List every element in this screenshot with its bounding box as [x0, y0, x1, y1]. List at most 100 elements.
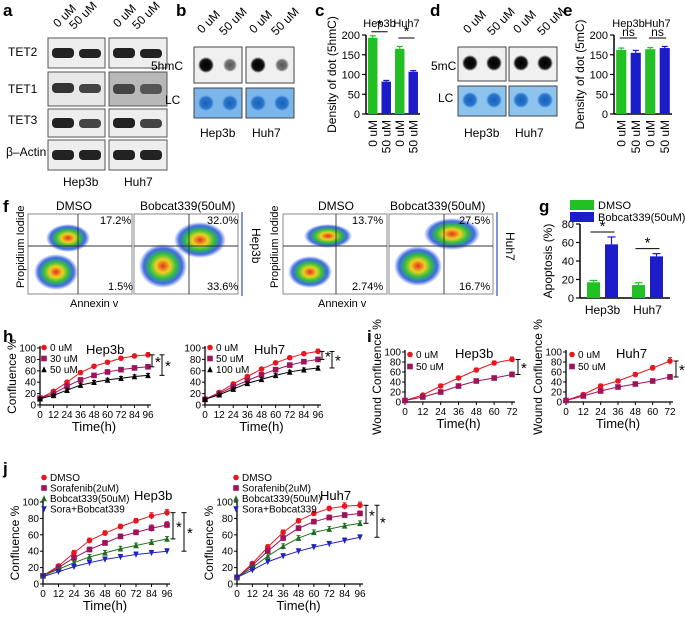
x-tick-label: 60	[270, 410, 282, 421]
data-point	[91, 372, 97, 379]
y-tick-label: 50	[596, 89, 608, 101]
data-point	[131, 373, 138, 380]
y-tick-label: 150	[342, 50, 360, 62]
panel-letter-c: c	[315, 1, 324, 20]
chart-title: Huh7	[254, 342, 285, 357]
x-tick-label: 84	[298, 410, 310, 421]
data-point	[41, 355, 47, 362]
a-row-label-tet2: TET2	[8, 45, 38, 59]
data-point	[64, 383, 70, 389]
data-point	[326, 541, 333, 548]
bar	[381, 81, 391, 114]
data-point	[102, 549, 108, 556]
panel-letter-h: h	[3, 327, 13, 346]
data-point	[102, 540, 108, 546]
legend-label: Bobcat339(50uM)	[242, 494, 322, 505]
y-tick-label: 20	[28, 563, 40, 574]
data-point	[118, 355, 124, 362]
significance-mark: *	[165, 358, 171, 375]
x-tick-label: 60	[489, 407, 501, 418]
significance-mark: *	[187, 525, 193, 542]
panel-letter-a: a	[3, 1, 13, 20]
group-label: Huh7	[644, 18, 670, 30]
data-point	[86, 559, 93, 566]
y-axis-label: Confluence %	[8, 505, 22, 580]
bar	[632, 285, 645, 298]
x-axis-label: Time(h)	[72, 419, 116, 434]
data-point	[597, 388, 604, 394]
x-tick-label: 12	[417, 407, 429, 418]
data-point	[104, 359, 111, 366]
y-tick-label: 80	[190, 355, 202, 366]
panel-letter-j: j	[2, 459, 8, 478]
x-tick-label: 48	[471, 407, 483, 418]
blot-bands	[52, 48, 162, 160]
group-label: Hep3b	[363, 18, 395, 30]
group-label: Huh7	[393, 18, 419, 30]
chart-title: Huh7	[320, 488, 351, 503]
data-point	[357, 534, 363, 541]
data-point	[286, 368, 293, 375]
significance-mark: *	[380, 514, 386, 531]
legend-label: 100 uM	[216, 365, 249, 376]
data-point	[311, 529, 317, 536]
significance-mark: *	[176, 519, 182, 536]
data-point	[41, 495, 47, 502]
f-pct: 27.5%	[459, 215, 490, 227]
legend-label: 50 uM	[216, 354, 244, 365]
significance-mark: ns	[651, 25, 664, 39]
data-point	[145, 372, 151, 379]
data-point	[117, 545, 124, 552]
panel-a-western-blot: 0 uM 50 uM 0 uM 50 uM TET2 TET1 TET3 β–A…	[6, 0, 168, 189]
x-tick-label: 48	[293, 589, 305, 600]
x-tick-label: 50 uM	[406, 120, 420, 153]
data-point	[71, 559, 77, 566]
y-axis-label: Density of dot (5mC)	[573, 19, 587, 129]
data-point	[258, 371, 265, 378]
data-point	[272, 366, 279, 373]
bar	[605, 244, 618, 298]
x-tick-label: 84	[146, 589, 158, 600]
significance-mark: ns	[622, 25, 635, 39]
data-point	[41, 366, 47, 373]
f-xlabel-right: Annexin v	[318, 298, 367, 310]
data-point	[473, 367, 480, 373]
data-point	[311, 510, 317, 517]
data-point	[615, 378, 621, 384]
x-tick-label: 36	[453, 407, 465, 418]
data-point	[64, 386, 70, 393]
d-cell-label-huh7: Huh7	[515, 126, 544, 140]
x-tick-label: 96	[142, 410, 154, 421]
y-tick-label: 100	[216, 498, 233, 509]
data-point	[37, 395, 43, 402]
data-point	[216, 391, 222, 398]
x-tick-label: 0	[202, 410, 208, 421]
y-tick-label: 20	[222, 563, 234, 574]
x-tick-label: 48	[630, 407, 642, 418]
y-tick-label: 80	[25, 355, 37, 366]
data-point	[286, 362, 293, 368]
data-point	[667, 374, 673, 380]
data-point	[473, 378, 480, 384]
data-point	[649, 365, 656, 371]
data-point	[77, 381, 84, 388]
f-ylabel-right: Propidium Iodide	[269, 205, 281, 288]
y-tick-label: 20	[390, 388, 402, 399]
data-point	[164, 522, 170, 528]
y-tick-label: 60	[25, 366, 37, 377]
x-tick-label: 72	[324, 589, 336, 600]
x-tick-label: 48	[88, 410, 100, 421]
data-point	[272, 372, 279, 379]
data-point	[258, 366, 265, 372]
data-point	[311, 518, 317, 525]
data-point	[569, 351, 575, 358]
data-point	[491, 375, 497, 381]
y-tick-label: 100	[545, 348, 562, 359]
data-point	[117, 523, 124, 530]
y-tick-label: 80	[551, 358, 563, 369]
group-label: Hep3b	[612, 18, 644, 30]
data-point	[102, 530, 108, 536]
